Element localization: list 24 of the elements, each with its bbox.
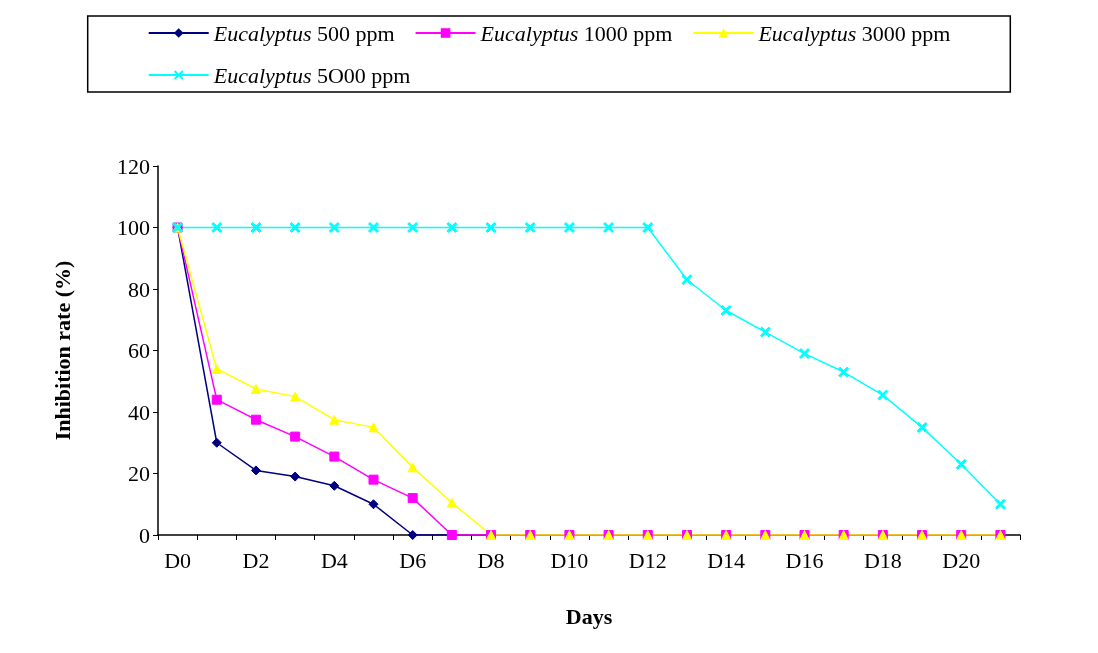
x-tick-label: D10 (550, 547, 589, 573)
x-tick-label: D4 (320, 547, 348, 573)
x-tick-label: D6 (399, 547, 427, 573)
x-tick-label: D8 (477, 547, 505, 573)
y-tick-label: 120 (117, 153, 150, 179)
legend-label: Eucalyptus 5O00 ppm (212, 62, 411, 88)
x-tick-label: D18 (863, 547, 902, 573)
x-tick-label: D20 (942, 547, 981, 573)
y-tick-label: 80 (128, 276, 150, 302)
y-tick-label: 100 (117, 215, 150, 240)
y-tick-label: 60 (128, 338, 150, 363)
x-tick-label: D16 (785, 547, 824, 573)
x-tick-label: D0 (164, 547, 192, 573)
x-tick-label: D2 (242, 547, 270, 573)
x-tick-label: D14 (707, 547, 746, 573)
y-tick-label: 40 (128, 399, 150, 425)
y-axis-title: Inhibition rate (%) (49, 260, 75, 441)
x-axis-title: Days (565, 603, 613, 629)
y-tick-label: 20 (128, 461, 150, 486)
legend-label: Eucalyptus 1000 ppm (479, 20, 673, 46)
legend-label: Eucalyptus 500 ppm (212, 20, 395, 46)
x-tick-label: D12 (628, 547, 667, 573)
legend-label: Eucalyptus 3000 ppm (757, 20, 951, 46)
y-tick-label: 0 (139, 522, 150, 548)
